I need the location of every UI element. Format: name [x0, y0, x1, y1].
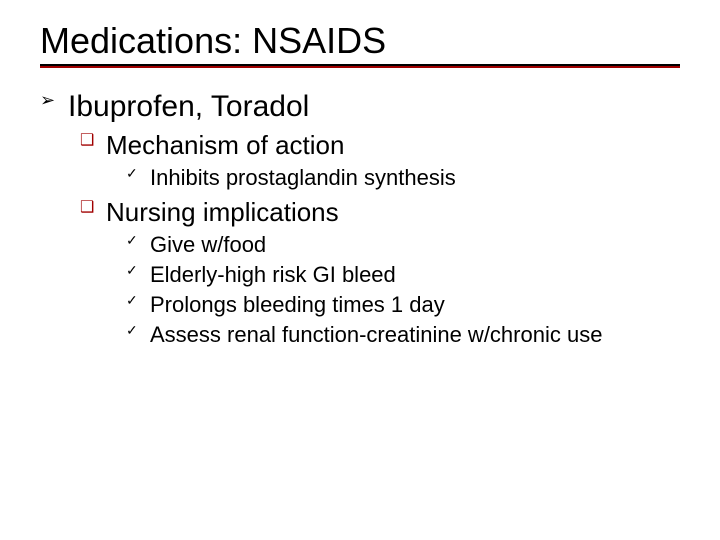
list-item: ✓ Prolongs bleeding times 1 day	[126, 292, 680, 318]
list-item-text: Prolongs bleeding times 1 day	[150, 292, 680, 318]
triangle-bullet-icon: ➢	[40, 90, 58, 111]
square-bullet-icon: ❑	[80, 197, 96, 217]
list-item: ✓ Elderly-high risk GI bleed	[126, 262, 680, 288]
list-item: ❑ Mechanism of action	[80, 130, 680, 161]
title-block: Medications: NSAIDS	[40, 20, 680, 68]
list-item: ✓ Give w/food	[126, 232, 680, 258]
slide-content: ➢ Ibuprofen, Toradol ❑ Mechanism of acti…	[40, 90, 680, 348]
accent-underline	[40, 66, 680, 68]
check-bullet-icon: ✓	[126, 165, 140, 182]
list-item: ❑ Nursing implications	[80, 197, 680, 228]
check-bullet-icon: ✓	[126, 292, 140, 309]
list-item-text: Elderly-high risk GI bleed	[150, 262, 680, 288]
list-item-text: Mechanism of action	[106, 130, 680, 161]
square-bullet-icon: ❑	[80, 130, 96, 150]
list-item-text: Give w/food	[150, 232, 680, 258]
slide: Medications: NSAIDS ➢ Ibuprofen, Toradol…	[0, 0, 720, 540]
check-bullet-icon: ✓	[126, 262, 140, 279]
list-item-text: Inhibits prostaglandin synthesis	[150, 165, 680, 191]
list-item-text: Ibuprofen, Toradol	[68, 90, 680, 124]
list-item-text: Nursing implications	[106, 197, 680, 228]
check-bullet-icon: ✓	[126, 232, 140, 249]
list-item: ➢ Ibuprofen, Toradol	[40, 90, 680, 124]
list-item-text: Assess renal function-creatinine w/chron…	[150, 322, 680, 348]
list-item: ✓ Inhibits prostaglandin synthesis	[126, 165, 680, 191]
list-item: ✓ Assess renal function-creatinine w/chr…	[126, 322, 680, 348]
slide-title: Medications: NSAIDS	[40, 20, 680, 66]
check-bullet-icon: ✓	[126, 322, 140, 339]
